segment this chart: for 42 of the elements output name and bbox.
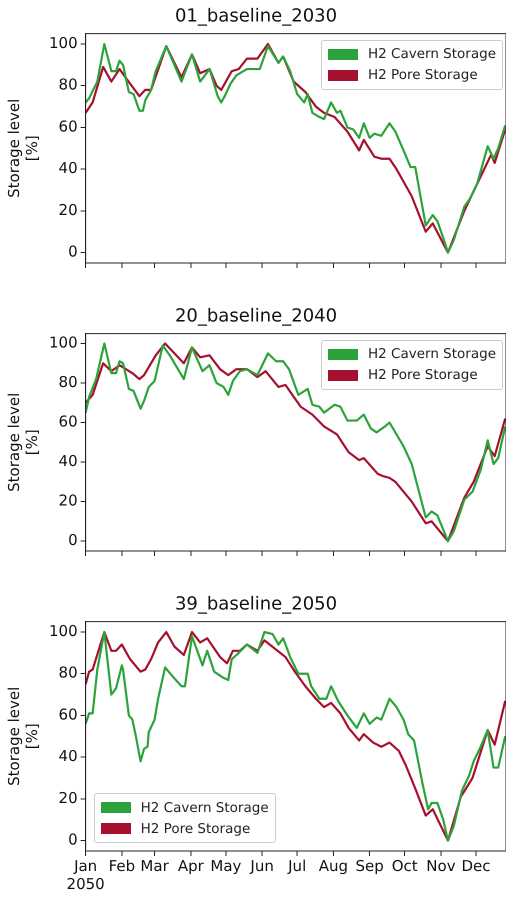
y-tick-label: 20 xyxy=(58,491,78,510)
x-tick-label: Apr xyxy=(178,856,205,875)
y-tick-label: 40 xyxy=(58,747,78,766)
y-tick-label: 100 xyxy=(48,622,78,640)
x-tick-label: May xyxy=(210,856,242,875)
legend-label: H2 Pore Storage xyxy=(368,67,478,84)
x-tick-label: Oct xyxy=(392,856,418,875)
x-tick-label: Sep xyxy=(356,856,384,875)
y-tick-label: 60 xyxy=(58,117,78,136)
y-tick-label: 0 xyxy=(68,531,78,550)
y-tick-label: 20 xyxy=(58,200,78,219)
y-tick-label: 40 xyxy=(58,159,78,178)
legend-label: H2 Pore Storage xyxy=(140,820,250,836)
y-tick-label: 20 xyxy=(58,788,78,807)
y-tick-label: 80 xyxy=(58,664,78,682)
legend-label: H2 Cavern Storage xyxy=(368,346,496,362)
x-tick-label: Jan 2050 xyxy=(66,856,105,893)
chart-title: 01_baseline_2030 xyxy=(174,5,338,26)
y-tick-label: 40 xyxy=(58,452,78,470)
x-tick-label: Feb xyxy=(108,856,136,875)
x-tick-label: Nov xyxy=(426,856,456,875)
legend-label: H2 Cavern Storage xyxy=(140,800,269,816)
x-tick-label: Mar xyxy=(140,856,170,875)
y-axis-title: Storage level [%] xyxy=(4,686,41,786)
legend-label: H2 Pore Storage xyxy=(368,367,478,384)
y-tick-label: 80 xyxy=(58,372,78,391)
y-axis-title: Storage level [%] xyxy=(4,98,41,198)
y-tick-label: 100 xyxy=(48,333,78,352)
y-tick-label: 100 xyxy=(48,34,78,52)
y-tick-label: 60 xyxy=(58,412,78,430)
y-tick-label: 80 xyxy=(58,76,78,94)
x-tick-label: Dec xyxy=(461,856,491,875)
y-tick-label: 0 xyxy=(68,830,78,848)
x-tick-label: Aug xyxy=(318,856,348,875)
x-tick-label: Jun xyxy=(249,856,274,875)
y-tick-label: 60 xyxy=(58,705,78,724)
chart-title: 20_baseline_2040 xyxy=(174,305,338,326)
y-tick-label: 0 xyxy=(68,242,78,260)
x-tick-label: Jul xyxy=(287,856,306,875)
chart-title: 39_baseline_2050 xyxy=(174,593,338,614)
legend-label: H2 Cavern Storage xyxy=(368,46,496,62)
y-axis-title: Storage level [%] xyxy=(4,392,41,492)
